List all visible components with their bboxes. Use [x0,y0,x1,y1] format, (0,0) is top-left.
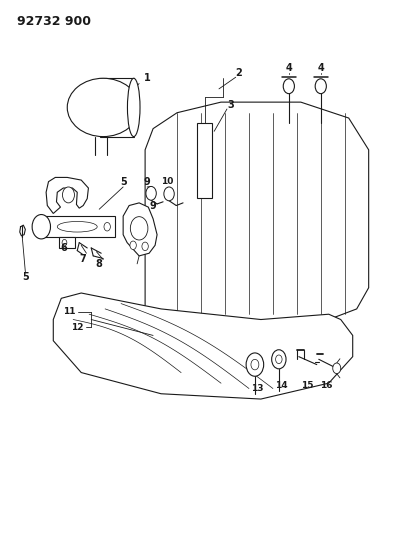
Text: 9: 9 [144,176,150,187]
Circle shape [314,79,326,94]
Polygon shape [46,177,88,214]
Circle shape [32,215,51,239]
Ellipse shape [57,221,97,232]
Text: 1: 1 [144,73,150,83]
Text: 92732 900: 92732 900 [17,14,91,28]
Polygon shape [123,203,157,256]
Text: 8: 8 [95,259,102,269]
Circle shape [146,187,156,200]
Circle shape [250,359,258,370]
Circle shape [271,350,286,369]
Circle shape [332,363,340,374]
Circle shape [62,187,74,203]
Circle shape [130,216,148,240]
Text: 11: 11 [63,307,75,316]
Polygon shape [37,216,115,237]
Text: 3: 3 [227,100,234,110]
Polygon shape [53,293,352,399]
Text: 7: 7 [80,254,86,263]
Ellipse shape [127,78,140,136]
Text: 12: 12 [71,323,83,332]
Text: 4: 4 [317,63,323,72]
Text: 5: 5 [22,272,28,282]
Text: 13: 13 [250,384,263,393]
Circle shape [245,353,263,376]
Circle shape [104,222,110,231]
Polygon shape [59,237,75,248]
Text: 2: 2 [235,68,242,78]
Text: 14: 14 [274,381,286,390]
Circle shape [164,187,174,201]
FancyBboxPatch shape [196,123,212,198]
Circle shape [275,355,282,364]
Text: 6: 6 [60,243,67,253]
Circle shape [130,241,136,249]
Text: 10: 10 [160,177,173,186]
Circle shape [62,239,67,246]
Circle shape [283,79,294,94]
Ellipse shape [67,78,139,136]
Text: 5: 5 [119,176,126,187]
Text: 15: 15 [300,381,312,390]
Text: 16: 16 [320,381,332,390]
Polygon shape [145,102,368,330]
Circle shape [142,242,148,251]
Text: 9: 9 [149,200,156,211]
Text: 4: 4 [285,63,292,72]
